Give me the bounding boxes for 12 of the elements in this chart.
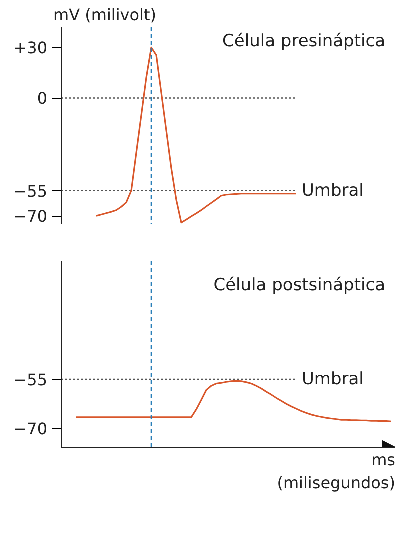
y-tick-label: −55 (14, 182, 48, 201)
y-tick-label: −70 (14, 207, 48, 226)
x-axis-title: ms (milisegundos) (277, 450, 396, 492)
y-axis-title: mV (milivolt) (54, 6, 156, 24)
y-tick-label: −55 (14, 370, 48, 390)
y-tick-label: 0 (37, 89, 48, 108)
ref-line-label: Umbral (302, 180, 364, 201)
y-tick-label: −70 (14, 420, 48, 439)
ref-line-label: Umbral (302, 370, 364, 390)
text: Célula postsináptica (214, 276, 386, 296)
chart-title: Célula presináptica (222, 32, 386, 52)
y-tick-label: +30 (14, 38, 48, 58)
